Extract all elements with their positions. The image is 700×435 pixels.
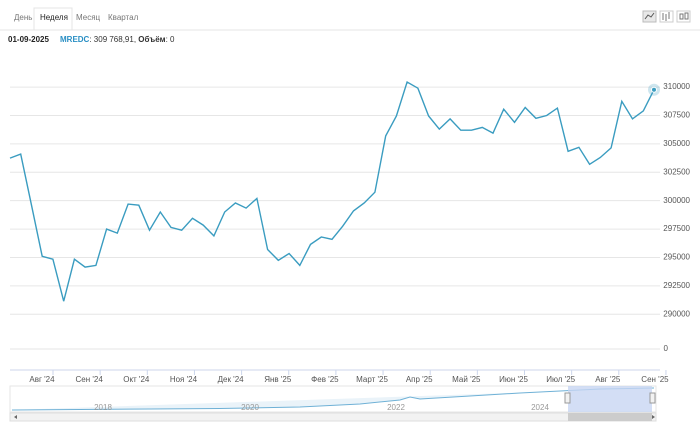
x-tick-label: Ноя '24 bbox=[170, 375, 198, 384]
tab[interactable]: Неделя bbox=[40, 13, 68, 22]
y-tick-label: 297500 bbox=[663, 224, 690, 233]
y-tick-label: 307500 bbox=[663, 111, 690, 120]
y-tick-label: 292500 bbox=[663, 281, 690, 290]
x-tick-label: Апр '25 bbox=[406, 375, 433, 384]
y-tick-label: 0 bbox=[664, 344, 669, 353]
y-tick-label: 305000 bbox=[663, 139, 690, 148]
navigator-handle[interactable] bbox=[564, 392, 571, 404]
x-tick-label: Янв '25 bbox=[264, 375, 292, 384]
navigator-labels: 2018 2020 2022 2024 bbox=[94, 403, 549, 412]
y-tick-label: 310000 bbox=[663, 82, 690, 91]
x-tick-label: Авг '24 bbox=[29, 375, 55, 384]
navigator-selection[interactable] bbox=[568, 386, 652, 412]
header-ticker: MREDC bbox=[60, 35, 90, 44]
series-line bbox=[9, 80, 655, 302]
grid: 290000 292500 295000 297500 300000 302500 3050… bbox=[10, 82, 691, 384]
header-volume: : 0 bbox=[166, 35, 175, 44]
x-tick-label: Июн '25 bbox=[499, 375, 528, 384]
active-tab-bg bbox=[33, 7, 73, 31]
ohlc-icon bbox=[662, 12, 670, 21]
last-point bbox=[651, 86, 657, 93]
x-tick-label: Июл '25 bbox=[546, 375, 575, 384]
y-tick-label: 300000 bbox=[663, 196, 690, 205]
x-tick-label: Май '25 bbox=[452, 375, 481, 384]
x-tick-label: Сен '24 bbox=[76, 375, 104, 384]
x-tick-label: Авг '25 bbox=[595, 375, 621, 384]
y-tick-label: 290000 bbox=[663, 309, 690, 318]
header-price: : 309 768,91, bbox=[89, 35, 136, 44]
y-tick-label: 295000 bbox=[663, 253, 690, 262]
scrollbar-track bbox=[9, 412, 657, 422]
x-tick-label: Март '25 bbox=[356, 375, 388, 384]
header-date: 01-09-2025 bbox=[8, 35, 49, 44]
x-tick-label: Сен '25 bbox=[641, 375, 669, 384]
x-tick-label: Окт '24 bbox=[123, 375, 150, 384]
navigator-label: 2022 bbox=[387, 403, 405, 412]
navigator[interactable] bbox=[9, 385, 657, 413]
tab[interactable]: Квартал bbox=[108, 13, 139, 22]
x-tick-label: Дек '24 bbox=[218, 375, 245, 384]
header-volume-label: Объём bbox=[138, 35, 165, 44]
x-tick-label: Фев '25 bbox=[311, 375, 339, 384]
scrollbar-thumb[interactable] bbox=[568, 413, 652, 421]
tab[interactable]: День bbox=[14, 13, 32, 22]
tabs: День Неделя Месяц Квартал bbox=[14, 7, 139, 31]
navigator-handle[interactable] bbox=[649, 392, 656, 404]
navigator-label: 2024 bbox=[531, 403, 549, 412]
plot bbox=[9, 80, 660, 302]
navigator-label: 2020 bbox=[241, 403, 259, 412]
navigator-series bbox=[11, 387, 655, 411]
navigator-label: 2018 bbox=[94, 403, 112, 412]
y-tick-label: 302500 bbox=[663, 167, 690, 176]
scrollbar[interactable] bbox=[9, 412, 657, 422]
chart-type-buttons[interactable] bbox=[642, 10, 691, 23]
candle-icon bbox=[679, 12, 689, 20]
tab[interactable]: Месяц bbox=[76, 13, 101, 22]
header-info: MREDC: 309 768,91, Объём: 0 bbox=[60, 35, 175, 44]
line-icon bbox=[644, 12, 655, 20]
